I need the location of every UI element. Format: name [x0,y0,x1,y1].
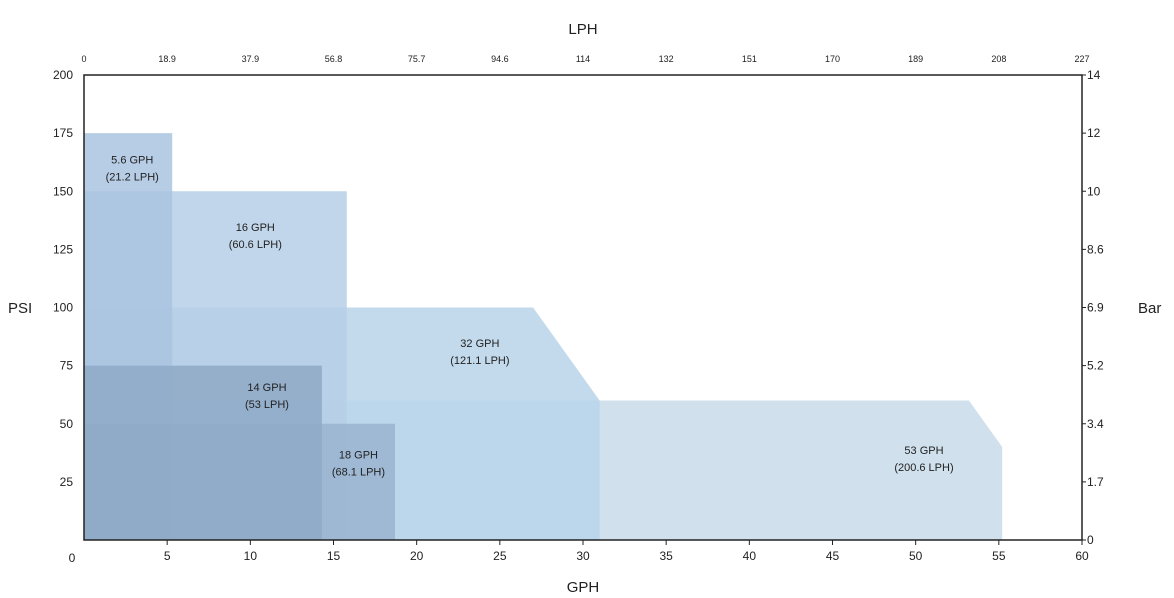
x-tick-5: 30 [576,549,590,563]
region-label-2-1: (60.6 LPH) [229,239,282,251]
x2-tick-6: 114 [576,54,590,64]
region-label-1-1: (121.1 LPH) [450,355,509,367]
x-tick-2: 15 [327,549,341,563]
right-axis-title: Bar [1138,300,1161,317]
x2-tick-1: 18.9 [158,54,176,64]
region-5 [84,365,322,540]
top-axis-title: LPH [568,21,597,38]
axis-ticks: 5 10 15 20 25 30 35 40 45 50 55 60 0 18.9 37.9 56.8 75.7… [53,54,1104,563]
region-label-0-1: (200.6 LPH) [894,462,953,474]
x-tick-4: 25 [493,549,507,563]
x-tick-1: 10 [244,549,258,563]
y2-tick-0: 0 [1087,533,1094,547]
x2-tick-4: 75.7 [408,54,426,64]
x2-tick-12: 227 [1074,54,1089,64]
y2-tick-1: 1.7 [1087,475,1104,489]
y-tick-5: 150 [53,184,73,198]
x-tick-10: 55 [992,549,1006,563]
y2-tick-4: 6.9 [1087,301,1104,315]
x-tick-11: 60 [1075,549,1089,563]
y-tick-1: 50 [60,417,74,431]
origin-label: 0 [69,551,76,565]
x2-tick-7: 132 [659,54,674,64]
x2-tick-9: 170 [825,54,840,64]
x-tick-8: 45 [826,549,840,563]
y-tick-3: 100 [53,301,73,315]
x-axis-title: GPH [567,579,600,596]
y-tick-6: 175 [53,126,73,140]
y2-tick-5: 8.6 [1087,242,1104,256]
y2-tick-3: 5.2 [1087,359,1104,373]
x2-tick-2: 37.9 [242,54,260,64]
y2-tick-6: 10 [1087,184,1101,198]
x-tick-3: 20 [410,549,424,563]
region-label-4-1: (68.1 LPH) [332,467,385,479]
x2-tick-8: 151 [742,54,757,64]
x-tick-0: 5 [164,549,171,563]
y-tick-4: 125 [53,242,73,256]
region-labels: 53 GPH (200.6 LPH) 32 GPH (121.1 LPH) 16 GPH… [106,154,954,478]
y-axis-title: PSI [8,300,32,317]
x2-tick-10: 189 [908,54,923,64]
x2-tick-11: 208 [991,54,1006,64]
y-tick-0: 25 [60,475,74,489]
y2-tick-2: 3.4 [1087,417,1104,431]
region-label-5-0: 14 GPH [247,382,286,394]
region-label-0-0: 53 GPH [904,445,943,457]
x2-tick-5: 94.6 [491,54,509,64]
flow-regions [84,133,1003,541]
region-label-3-1: (21.2 LPH) [106,171,159,183]
region-label-1-0: 32 GPH [460,338,499,350]
region-label-2-0: 16 GPH [236,222,275,234]
x2-tick-0: 0 [81,54,86,64]
y2-tick-7: 12 [1087,126,1101,140]
y-tick-7: 200 [53,68,73,82]
region-label-3-0: 5.6 GPH [111,154,153,166]
region-label-5-1: (53 LPH) [245,399,289,411]
y2-tick-8: 14 [1087,68,1101,82]
region-label-4-0: 18 GPH [339,450,378,462]
x-tick-6: 35 [659,549,673,563]
y-tick-2: 75 [60,359,74,373]
x-tick-7: 40 [743,549,757,563]
x2-tick-3: 56.8 [325,54,343,64]
x-tick-9: 50 [909,549,923,563]
